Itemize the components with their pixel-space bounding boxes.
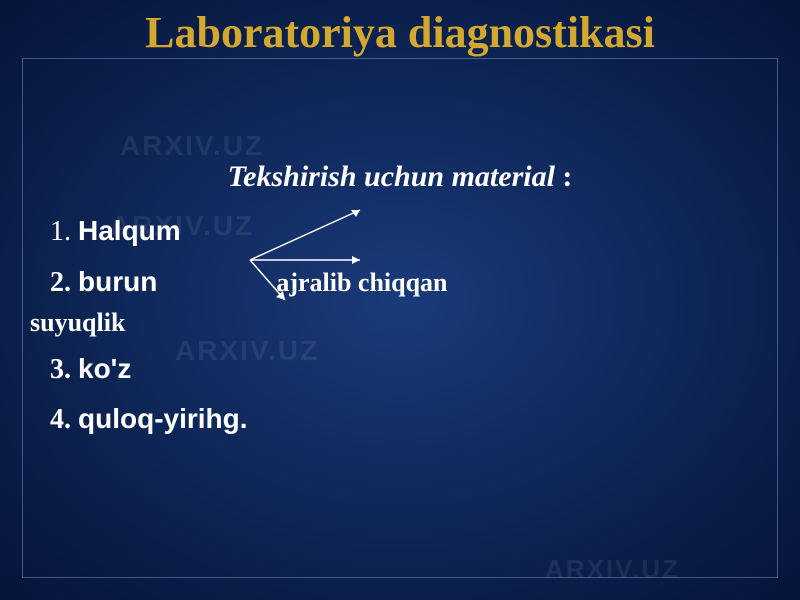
list-item: 3. ko'z [50,350,770,389]
list-item: 2. burun ajralib chiqqan [50,263,770,302]
item-number: 4. [50,404,71,435]
subtitle-text: Tekshirish uchun material [228,160,555,193]
item-text: burun [78,266,157,297]
item-number: 2. [50,267,71,298]
item-text: ko'z [78,353,131,384]
item-number: 3. [50,354,71,385]
slide-subtitle: Tekshirish uchun material : [0,160,800,194]
slide-title: Laboratoriya diagnostikasi [0,8,800,59]
item-number: 1. [50,216,71,247]
annotation-continuation: suyuqlik [30,308,770,338]
item-text: Halqum [78,215,181,246]
list-item: 1. Halqum [50,212,770,251]
list-item: 4. quloq-yirihg. [50,400,770,439]
item-text: quloq-yirihg. [78,403,248,434]
material-list: 1. Halqum 2. burun ajralib chiqqan suyuq… [50,212,770,451]
annotation-text: ajralib chiqqan [276,268,447,297]
subtitle-punct: : [562,160,572,193]
